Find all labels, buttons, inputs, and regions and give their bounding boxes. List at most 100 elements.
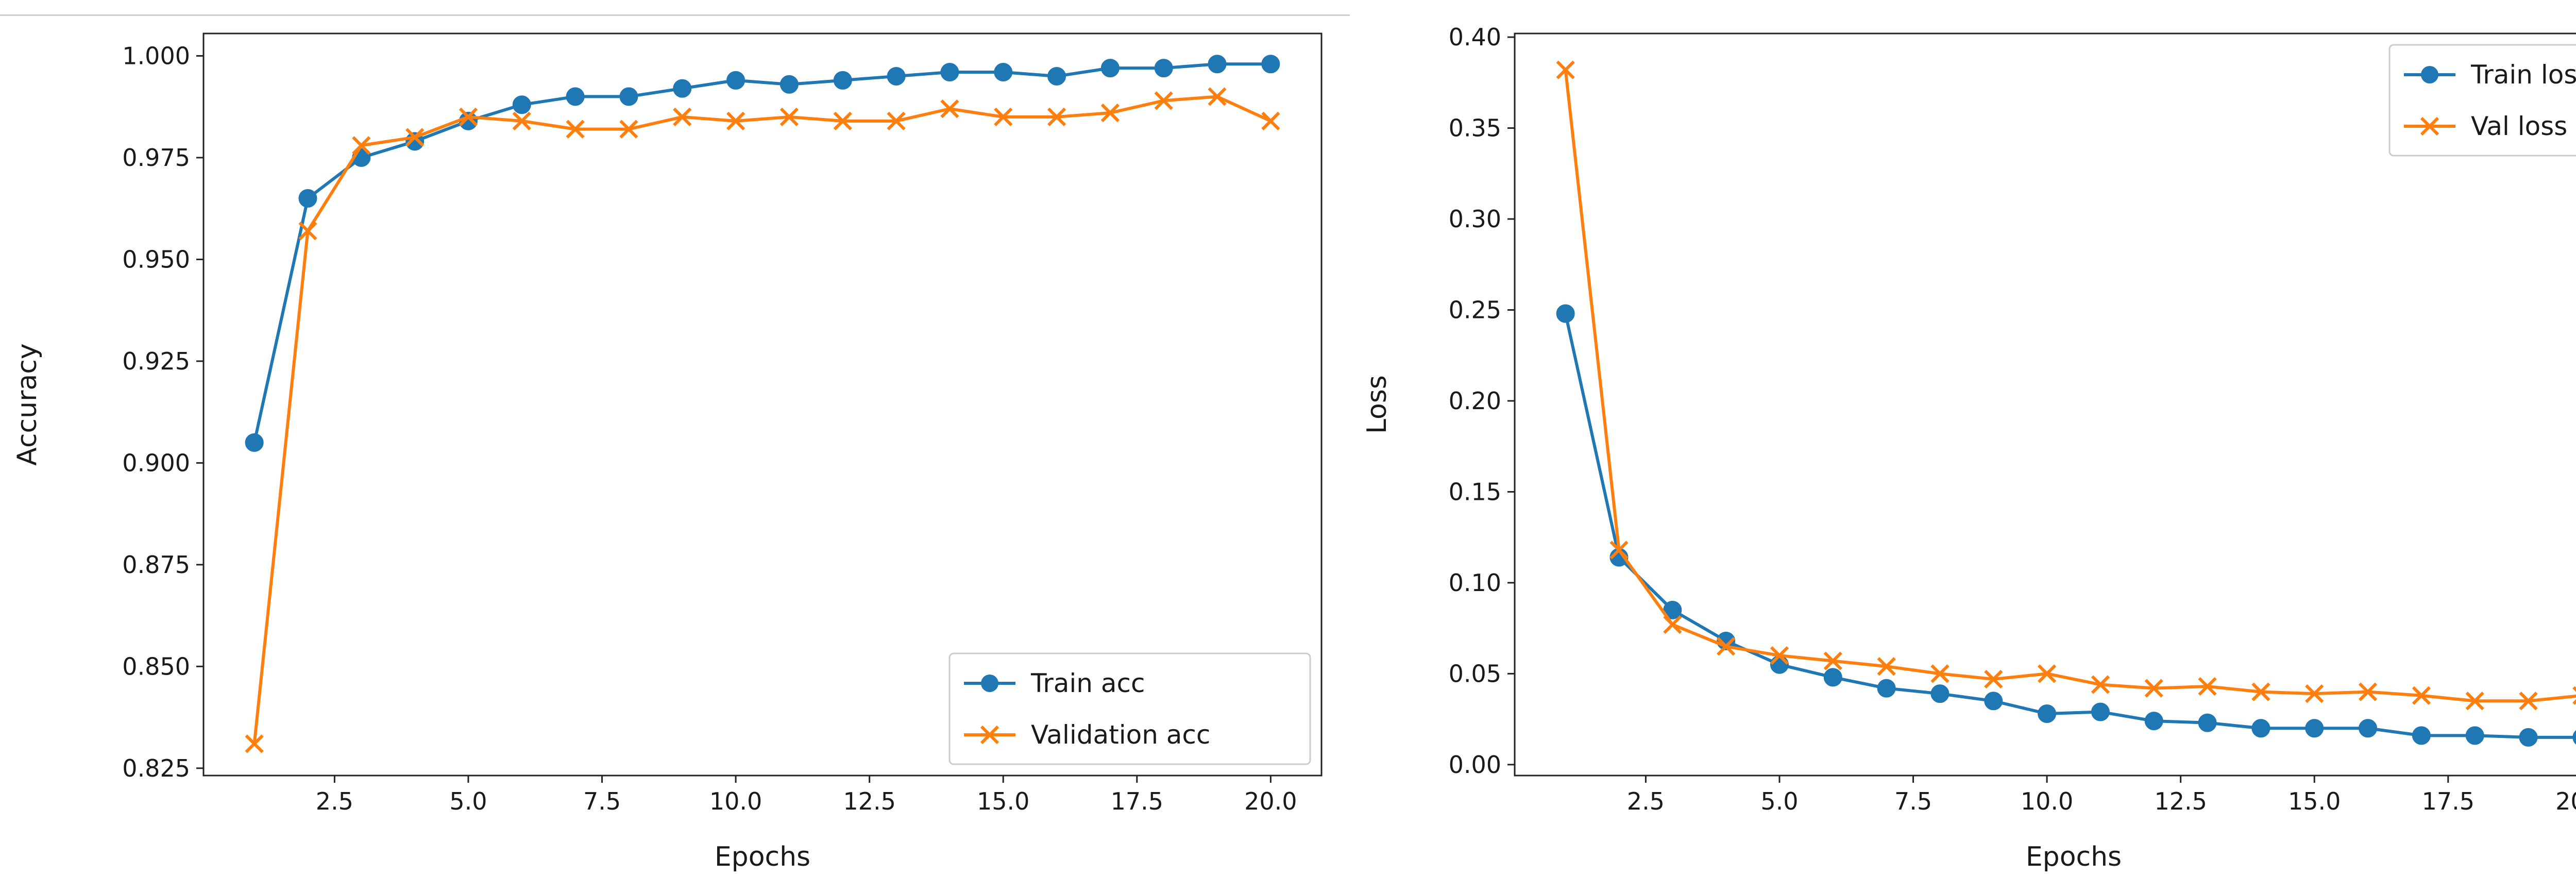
series-train-loss — [1556, 304, 2576, 747]
data-point — [2144, 712, 2163, 731]
x-axis-label: Epochs — [2026, 841, 2122, 872]
y-tick-label: 0.850 — [122, 652, 190, 680]
y-tick-label: 0.20 — [1449, 387, 1501, 415]
data-point — [1770, 646, 1789, 665]
data-point — [1556, 60, 1575, 79]
data-point — [726, 111, 745, 130]
x-tick-label: 20.0 — [2555, 787, 2576, 815]
data-point — [1877, 657, 1896, 676]
data-point — [619, 87, 638, 106]
axes-frame — [1514, 32, 2576, 777]
data-point — [1556, 304, 1575, 323]
x-tick-label: 10.0 — [2021, 787, 2073, 815]
y-tick-label: 0.15 — [1449, 478, 1501, 506]
y-tick-label: 0.40 — [1449, 23, 1501, 51]
data-point — [2091, 702, 2110, 721]
data-point — [1984, 669, 2003, 689]
data-point — [2144, 679, 2163, 698]
y-tick-label: 0.875 — [122, 551, 190, 579]
data-point — [2572, 730, 2576, 745]
data-point — [673, 79, 692, 98]
y-tick-label: 0.05 — [1449, 660, 1501, 687]
data-point — [940, 63, 959, 82]
series-line — [252, 95, 1272, 744]
data-point — [2412, 726, 2431, 745]
data-point — [2038, 704, 2057, 723]
data-point — [1208, 87, 1227, 106]
data-point — [566, 87, 585, 106]
x-axis-label: Epochs — [715, 841, 810, 872]
data-point — [2198, 713, 2217, 732]
data-point — [245, 734, 264, 753]
data-point — [298, 221, 317, 241]
data-point — [779, 75, 799, 94]
x-tick-label: 17.5 — [1111, 787, 1163, 815]
x-tick-label: 12.5 — [843, 787, 895, 815]
series-train-acc — [245, 55, 1280, 452]
data-point — [459, 107, 478, 127]
data-point — [298, 189, 317, 208]
data-point — [1716, 637, 1736, 656]
data-point — [2037, 664, 2057, 683]
loss-chart: 2.5 5.0 7.5 10.0 12.5 15.0 17.5 20.0 0.00 0.05 0.1… — [1362, 23, 2576, 872]
y-tick-label: 0.30 — [1449, 205, 1501, 233]
y-tick-label: 0.25 — [1449, 296, 1501, 324]
data-point — [2198, 677, 2217, 696]
data-point — [726, 71, 745, 90]
data-point — [619, 120, 638, 139]
data-point — [2305, 684, 2324, 703]
legend-entry: Train acc — [964, 668, 1145, 698]
data-point — [2359, 719, 2378, 738]
y-tick-label: 0.00 — [1449, 751, 1501, 779]
data-point — [1609, 541, 1629, 560]
data-point — [1208, 55, 1227, 74]
data-point — [887, 111, 906, 130]
legend-label: Val loss — [2471, 111, 2567, 141]
y-axis-label: Accuracy — [12, 343, 43, 465]
data-point — [1823, 651, 1842, 670]
data-point — [2091, 675, 2110, 694]
data-point — [1930, 684, 1950, 703]
legend-marker — [981, 675, 998, 692]
x-tick-label: 10.0 — [709, 787, 762, 815]
data-point — [1047, 107, 1066, 127]
y-tick-label: 0.900 — [122, 449, 190, 477]
x-tick-label: 20.0 — [1244, 787, 1297, 815]
y-tick-label: 0.825 — [122, 754, 190, 782]
y-tick-label: 0.925 — [122, 347, 190, 375]
legend-box — [948, 652, 1311, 765]
top-divider — [0, 14, 1350, 16]
series-val-loss — [1556, 60, 2576, 711]
y-tick-label: 0.950 — [122, 245, 190, 273]
data-point — [1770, 655, 1789, 674]
data-point — [1984, 692, 2003, 711]
data-point — [245, 433, 264, 452]
series-line — [1564, 313, 2576, 739]
x-tick-label: 15.0 — [2288, 787, 2341, 815]
x-tick-label: 2.5 — [1627, 787, 1665, 815]
x-tick-label: 15.0 — [977, 787, 1029, 815]
data-point — [887, 66, 906, 86]
series-validation-acc — [245, 87, 1280, 753]
data-point — [994, 63, 1013, 82]
y-axis-label: Loss — [1362, 375, 1393, 434]
axes-frame — [202, 32, 1323, 777]
data-point — [779, 107, 799, 127]
legend: Train loss Val loss — [2388, 44, 2576, 157]
y-tick-label: 1.000 — [122, 42, 190, 70]
legend-label: Train acc — [1030, 668, 1145, 698]
data-point — [1047, 66, 1066, 86]
legend-entry: Train loss — [2404, 60, 2576, 90]
legend-marker — [2421, 66, 2438, 83]
data-point — [2465, 692, 2484, 711]
data-point — [512, 111, 531, 130]
legend-entry: Val loss — [2404, 111, 2567, 141]
data-point — [673, 107, 692, 127]
data-point — [2519, 692, 2538, 711]
data-point — [2412, 686, 2431, 705]
data-point — [1100, 59, 1120, 78]
legend-marker — [2420, 116, 2439, 136]
data-point — [940, 99, 959, 119]
x-tick-label: 5.0 — [1760, 787, 1798, 815]
